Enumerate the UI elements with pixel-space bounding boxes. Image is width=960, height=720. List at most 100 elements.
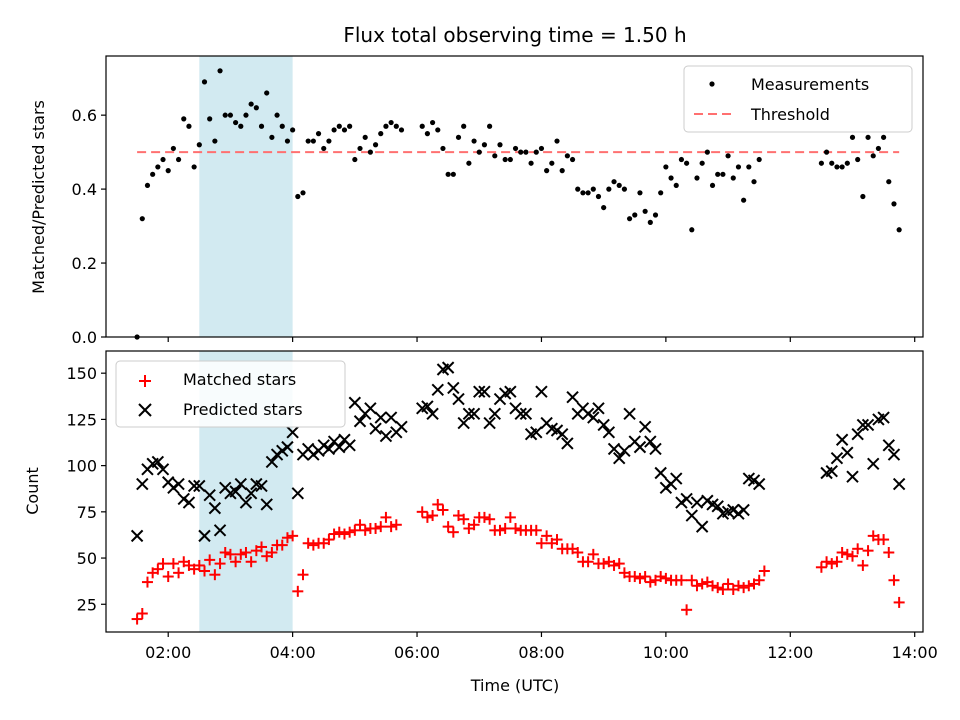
measurement-point [186, 123, 192, 129]
predicted-star-point [535, 385, 548, 398]
measurement-point [269, 134, 275, 140]
measurement-point [352, 156, 358, 163]
measurement-point [341, 127, 348, 133]
measurement-point [295, 193, 301, 200]
matched-star-point [551, 534, 563, 546]
matched-star-point [722, 578, 734, 590]
measurement-point [435, 127, 441, 133]
measurement-point [658, 190, 664, 196]
matched-star-point [541, 530, 553, 542]
measurement-point [756, 156, 762, 163]
predicted-star-point [877, 411, 890, 424]
y-tick-label: 0.4 [72, 180, 97, 199]
matched-star-point [815, 561, 827, 573]
predicted-star-point [208, 501, 222, 515]
matched-star-point [707, 580, 719, 592]
measurement-point [440, 145, 446, 152]
predicted-star-point [244, 487, 258, 500]
legend-threshold-label: Threshold [750, 105, 830, 124]
matched-star-point [302, 537, 314, 549]
measurement-point [559, 168, 565, 174]
matched-star-point [510, 522, 522, 534]
measurement-point [652, 212, 659, 218]
matched-star-point [608, 559, 620, 571]
measurement-point [647, 219, 653, 225]
measurement-point [601, 204, 607, 211]
matched-star-point [141, 576, 153, 588]
predicted-star-point [136, 477, 149, 491]
matched-star-point [732, 580, 744, 592]
matched-star-point [717, 583, 729, 595]
predicted-star-point [680, 492, 693, 506]
predicted-star-point [213, 524, 227, 537]
matched-star-point [162, 571, 174, 583]
predicted-star-point [483, 416, 496, 430]
measurement-point [248, 101, 254, 107]
matched-star-point [287, 530, 299, 542]
predicted-star-point [887, 448, 901, 461]
predicted-star-point [265, 455, 279, 469]
predicted-star-point [592, 402, 605, 415]
measurement-point [554, 138, 560, 144]
matched-star-point [836, 547, 848, 559]
matched-star-point [292, 585, 304, 597]
predicted-star-point [478, 385, 491, 398]
measurement-point [429, 119, 436, 126]
measurement-point [699, 160, 705, 166]
measurement-point [507, 156, 513, 163]
measurement-point [575, 186, 581, 192]
x-tick-label: 08:00 [518, 643, 564, 662]
chart-title: Flux total observing time = 1.50 h [343, 23, 686, 47]
predicted-star-point [675, 496, 688, 509]
predicted-star-point [374, 411, 387, 424]
measurement-point [497, 142, 503, 148]
measurement-point [694, 175, 700, 181]
measurement-point [284, 138, 291, 144]
matched-star-point [504, 511, 516, 523]
measurement-point [741, 197, 747, 203]
matched-star-point [841, 548, 853, 560]
matched-star-point [240, 547, 252, 559]
predicted-star-point [270, 448, 284, 461]
measurement-point [160, 156, 166, 163]
predicted-star-point [198, 529, 211, 543]
predicted-star-point [727, 503, 740, 517]
matched-star-point [639, 571, 651, 583]
predicted-star-point [618, 444, 631, 458]
matched-star-point [535, 537, 547, 549]
measurement-point [378, 131, 384, 137]
matched-star-point [846, 550, 858, 562]
measurement-point [466, 160, 472, 166]
matched-star-point [655, 571, 667, 583]
predicted-star-point [732, 507, 745, 520]
matched-star-point [344, 526, 356, 538]
measurement-point [243, 112, 249, 118]
matched-star-point [644, 576, 656, 588]
measurement-point [886, 179, 892, 185]
measurement-point [481, 142, 488, 148]
predicted-star-point [892, 477, 906, 491]
matched-star-point [826, 558, 838, 570]
measurement-point [227, 112, 234, 118]
predicted-star-point [711, 500, 724, 513]
measurement-point [336, 123, 342, 129]
measurement-point [606, 186, 612, 192]
matched-star-point [613, 558, 625, 570]
matched-star-point [266, 547, 278, 559]
measurement-point [891, 201, 897, 207]
matched-stars-points [131, 498, 905, 625]
measurement-point [372, 142, 379, 148]
measurement-point [523, 149, 529, 155]
predicted-star-point [504, 385, 517, 398]
predicted-star-point [364, 402, 377, 415]
y-tick-label: 150 [66, 364, 97, 383]
measurement-point [264, 90, 270, 96]
predicted-star-point [151, 455, 165, 469]
measurement-point [533, 149, 539, 155]
predicted-star-point [182, 496, 196, 509]
predicted-star-point [825, 464, 838, 478]
measurement-point [544, 168, 550, 174]
predicted-star-point [431, 383, 444, 397]
matched-star-point [323, 534, 335, 546]
measurement-point [715, 171, 721, 177]
